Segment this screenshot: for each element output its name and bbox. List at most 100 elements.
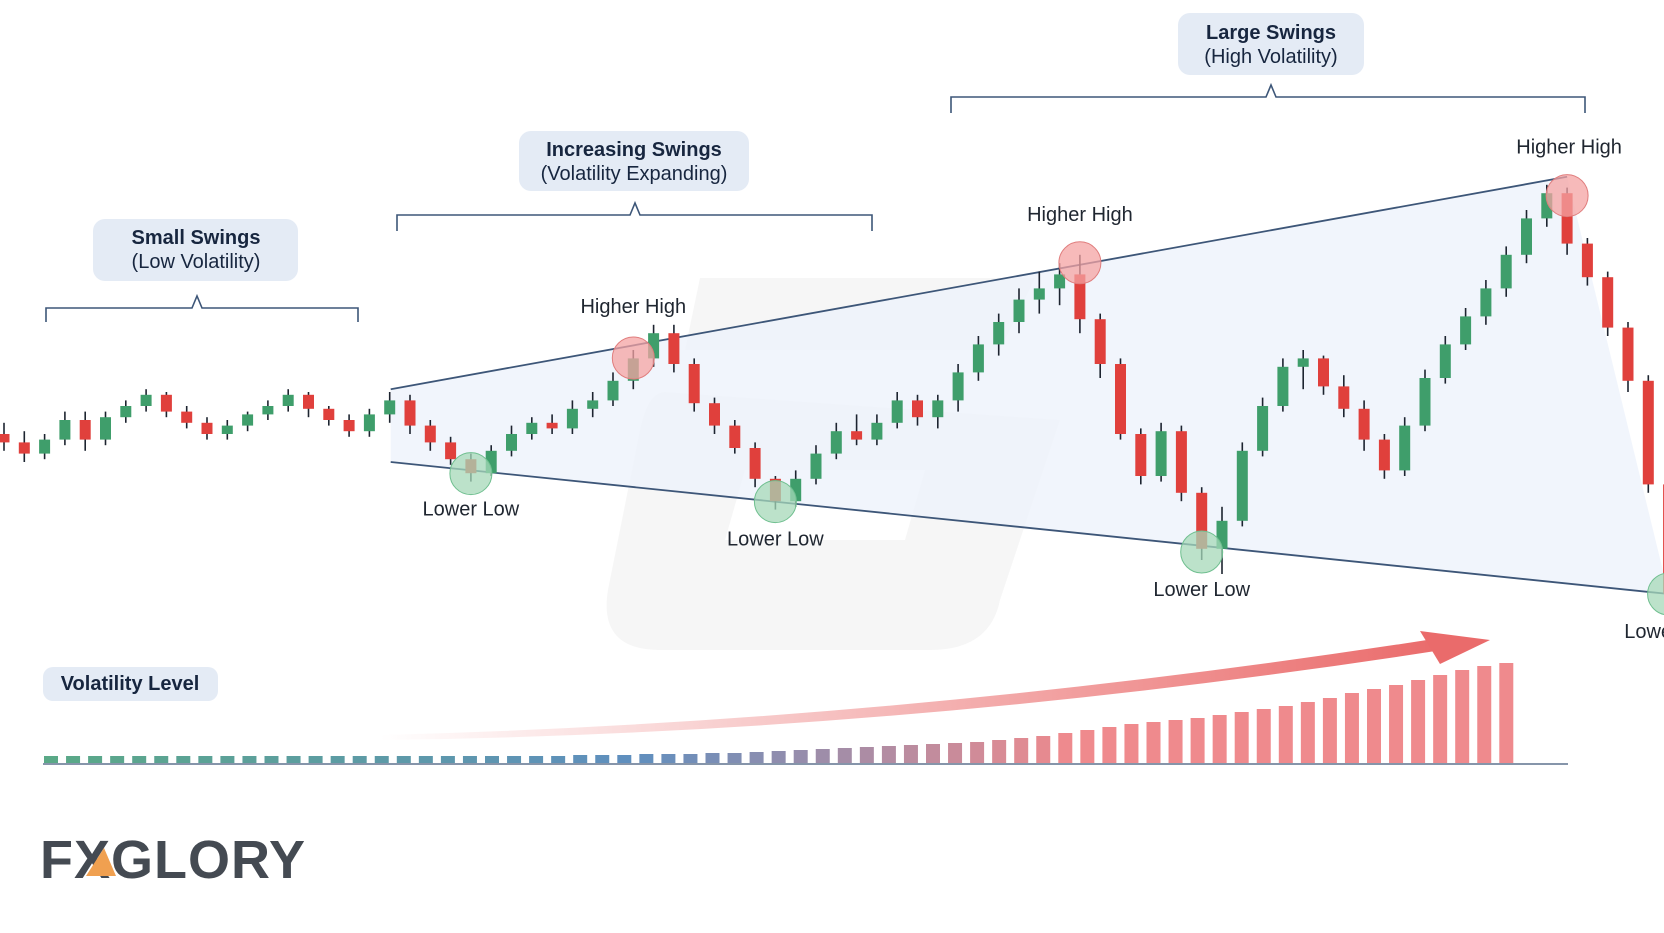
candle-body xyxy=(871,422,883,440)
candle xyxy=(1602,271,1614,336)
candle xyxy=(1521,210,1532,264)
volatility-bar xyxy=(837,748,852,763)
candle xyxy=(1622,322,1634,392)
phase-label-subtitle: (High Volatility) xyxy=(1204,46,1337,68)
candle-body xyxy=(1135,434,1147,476)
phase-small-swings: Small Swings (Low Volatility) xyxy=(45,219,359,322)
volatility-bar xyxy=(948,743,963,763)
candle-body xyxy=(932,400,944,418)
upper-trendline xyxy=(390,175,1568,391)
candle xyxy=(1094,313,1106,378)
candle-body xyxy=(506,434,517,451)
volatility-bar xyxy=(727,753,742,763)
candle-body xyxy=(546,422,558,429)
lower-low-label: Lower Low xyxy=(423,499,520,521)
volatility-bar xyxy=(1256,709,1271,763)
candle-body xyxy=(120,406,132,418)
candle xyxy=(1378,434,1390,479)
volatility-bar xyxy=(308,756,323,763)
candle xyxy=(851,414,863,446)
candle xyxy=(201,417,213,440)
candle-body xyxy=(160,394,172,412)
candle-body xyxy=(1277,366,1289,406)
candle-body xyxy=(648,333,660,359)
volatility-bar xyxy=(1058,733,1073,763)
volatility-bar xyxy=(198,756,213,763)
candle xyxy=(1236,442,1248,527)
candle-body xyxy=(282,394,294,406)
volatility-bar xyxy=(617,755,632,763)
candle-body xyxy=(384,400,396,415)
candle-body xyxy=(1074,274,1086,320)
candlestick-series xyxy=(0,184,1664,594)
candle xyxy=(323,406,335,426)
candle xyxy=(526,417,538,440)
candle-body xyxy=(891,400,903,423)
candle-body xyxy=(1054,274,1066,289)
candle-body xyxy=(323,408,335,420)
volatility-bars xyxy=(44,663,1514,763)
candle xyxy=(1054,263,1066,306)
logo-text: FXGLORY xyxy=(40,830,306,890)
candle-body xyxy=(1622,327,1634,381)
candle-body xyxy=(1257,406,1269,451)
candle-body xyxy=(140,394,152,406)
candle xyxy=(1480,280,1492,325)
candle xyxy=(1013,288,1025,334)
candle-body xyxy=(1236,450,1248,521)
candle xyxy=(1318,355,1329,395)
candle-body xyxy=(1602,277,1614,328)
candle xyxy=(120,400,132,423)
candle xyxy=(221,420,233,440)
volatility-bar xyxy=(573,755,588,763)
volatility-bar xyxy=(1433,675,1448,763)
volatility-bar xyxy=(462,756,477,763)
candle xyxy=(952,364,964,412)
candle xyxy=(972,336,984,381)
volatility-bar xyxy=(749,752,764,763)
candle-body xyxy=(526,422,538,434)
candle-body xyxy=(1318,358,1329,387)
candle xyxy=(160,392,172,418)
candle xyxy=(79,411,91,451)
lower-low-label: Lower Low xyxy=(1624,621,1664,643)
candle xyxy=(282,389,294,412)
candle xyxy=(871,414,883,446)
candle xyxy=(1460,308,1472,350)
candle xyxy=(1399,417,1411,476)
candle xyxy=(932,394,944,429)
candle xyxy=(404,394,416,434)
arrow-head-icon xyxy=(1420,631,1490,664)
candle-body xyxy=(668,333,680,364)
phase-label-subtitle: (Low Volatility) xyxy=(132,251,261,273)
candle-body xyxy=(1642,380,1654,485)
candle-body xyxy=(0,434,10,443)
volatility-bar xyxy=(970,742,985,763)
candle xyxy=(39,434,51,460)
candle xyxy=(1216,506,1228,574)
candle xyxy=(729,420,741,454)
candle-body xyxy=(59,420,71,440)
volatility-bar xyxy=(374,756,389,763)
candle xyxy=(1338,375,1350,418)
volatility-bar xyxy=(529,756,544,763)
candle-body xyxy=(1419,378,1431,426)
volatility-bar xyxy=(1499,663,1514,763)
lower-trendline xyxy=(390,461,1664,595)
higher-high-marker xyxy=(1058,241,1102,285)
higher-high-label: Higher High xyxy=(1027,204,1133,226)
candle xyxy=(709,397,720,434)
volatility-bar xyxy=(595,755,610,763)
lower-low-marker xyxy=(1647,573,1664,615)
candle-body xyxy=(1500,254,1512,289)
volatility-bar xyxy=(1014,738,1029,763)
volatility-bar xyxy=(859,747,874,763)
candle-body xyxy=(1581,243,1593,278)
volatility-bar xyxy=(1322,698,1337,763)
candle-body xyxy=(79,420,91,440)
candle-body xyxy=(830,431,842,454)
candle-body xyxy=(100,417,111,440)
candle-body xyxy=(1561,193,1573,244)
candle-body xyxy=(201,422,213,434)
phase-large-swings: Large Swings (High Volatility) xyxy=(950,13,1586,113)
